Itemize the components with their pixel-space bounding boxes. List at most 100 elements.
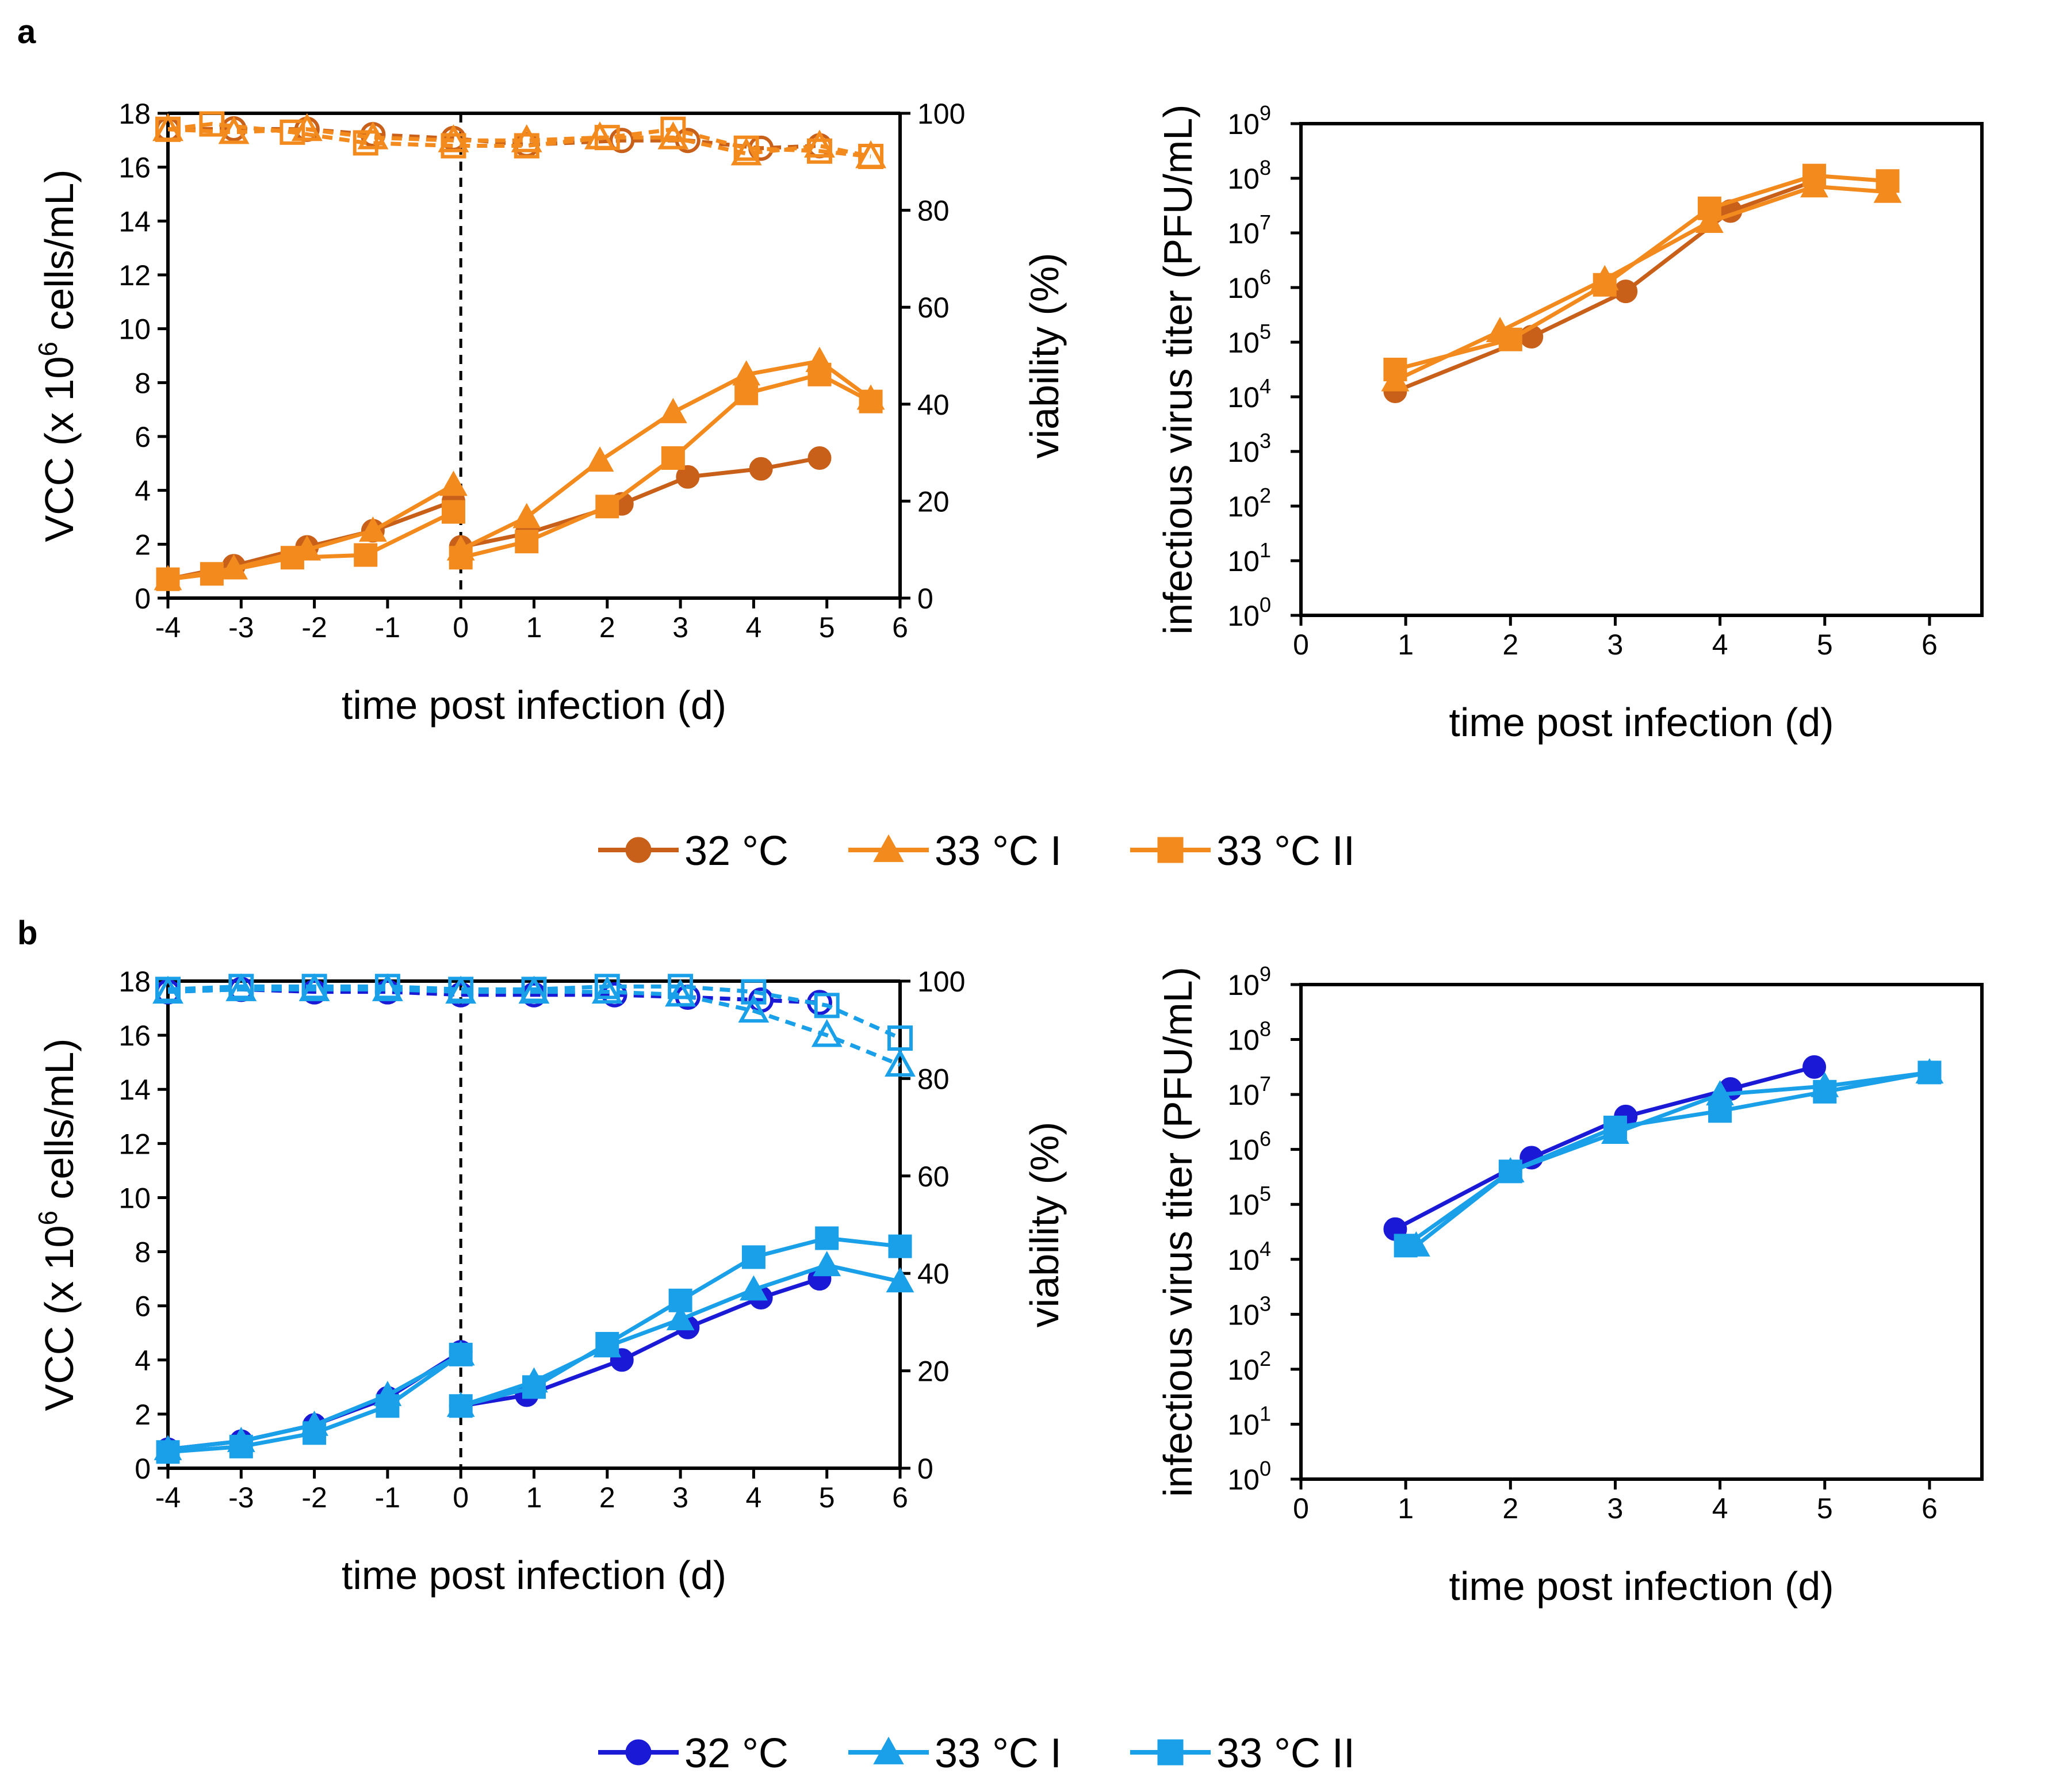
- legend-a: 32 °C 33 °C I 33 °C II: [598, 828, 1355, 874]
- data-point: [888, 1234, 912, 1258]
- x-tick-label: -2: [301, 1481, 327, 1514]
- y2-axis-label: viability (%): [1022, 253, 1067, 459]
- x-tick-label: 2: [599, 1481, 615, 1514]
- data-point: [591, 975, 623, 1004]
- y-tick-label: 104: [1227, 1237, 1271, 1276]
- plot-frame: [1299, 983, 1984, 1481]
- x-tick-label: 1: [1398, 1492, 1414, 1525]
- y2-tick-label: 60: [917, 292, 950, 324]
- x-axis-label: time post infection (d): [1449, 1564, 1834, 1609]
- x-tick-label: -3: [228, 611, 254, 644]
- y-axis-label-part: cells/mL): [37, 170, 82, 342]
- data-point: [1383, 358, 1407, 381]
- y-tick-exponent: 1: [1260, 538, 1271, 562]
- y-tick-label: 6: [135, 1291, 151, 1323]
- data-point: [666, 1305, 695, 1331]
- panel-label-b: b: [17, 914, 37, 952]
- y-axis-label-part: VCC (x 10: [37, 1226, 82, 1411]
- y-tick-base: 10: [1227, 1079, 1260, 1111]
- data-point: [668, 1288, 692, 1312]
- y-tick-label: 12: [118, 1128, 151, 1160]
- y-tick-label: 101: [1227, 538, 1271, 577]
- x-tick-label: 1: [1398, 629, 1414, 661]
- y-tick-exponent: 3: [1260, 1292, 1271, 1315]
- data-point: [228, 974, 254, 1000]
- y-tick-exponent: 2: [1260, 1347, 1271, 1370]
- data-point: [807, 446, 832, 470]
- y-tick-label: 2: [135, 529, 151, 561]
- y-tick-exponent: 5: [1260, 320, 1271, 343]
- data-point: [657, 121, 689, 150]
- legend-marker: [625, 837, 652, 863]
- y2-tick-label: 80: [917, 195, 950, 227]
- x-tick-label: 5: [1817, 629, 1833, 661]
- y-tick-exponent: 7: [1260, 210, 1271, 234]
- data-point: [740, 1275, 768, 1301]
- y-tick-label: 6: [135, 421, 151, 453]
- data-point: [859, 389, 883, 413]
- y-tick-label: 109: [1227, 101, 1271, 140]
- y2-tick-label: 40: [917, 389, 950, 421]
- data-point: [887, 1025, 913, 1051]
- legend-label: 33 °C II: [1216, 828, 1355, 874]
- data-point: [885, 1048, 916, 1077]
- y-tick-label: 108: [1227, 156, 1271, 195]
- data-point: [807, 362, 832, 386]
- x-tick-label: 4: [1712, 629, 1728, 661]
- y-tick-label: 10: [118, 313, 151, 346]
- y-axis-label: VCC (x 106 cells/mL): [33, 1039, 82, 1411]
- y-axis-label: infectious virus titer (PFU/mL): [1155, 967, 1200, 1497]
- y-tick-base: 10: [1227, 491, 1260, 523]
- x-tick-label: 1: [526, 1481, 542, 1514]
- data-point: [813, 1251, 841, 1277]
- y-tick-base: 10: [1227, 108, 1260, 140]
- data-point: [514, 133, 539, 159]
- plot-frame: [1299, 122, 1984, 617]
- y-tick-exponent: 8: [1260, 1017, 1271, 1041]
- y2-axis-label: viability (%): [1022, 1122, 1067, 1328]
- data-point: [738, 994, 770, 1023]
- y-tick-label: 103: [1227, 1292, 1271, 1331]
- y-tick-label: 18: [118, 98, 151, 130]
- data-point: [1614, 279, 1638, 304]
- data-point: [814, 993, 840, 1018]
- data-point: [595, 495, 619, 519]
- y-tick-label: 106: [1227, 1127, 1271, 1166]
- data-point: [659, 397, 687, 423]
- y-tick-label: 16: [118, 1020, 151, 1052]
- x-tick-label: 1: [526, 611, 542, 644]
- y2-tick-label: 100: [917, 98, 965, 130]
- series-line: [167, 127, 820, 151]
- data-point: [511, 124, 542, 152]
- x-tick-label: 0: [453, 1481, 469, 1514]
- y-tick-exponent: 9: [1260, 962, 1271, 986]
- y-tick-label: 18: [118, 966, 151, 998]
- data-point: [661, 446, 685, 470]
- y-tick-base: 10: [1227, 381, 1260, 413]
- data-point: [521, 977, 547, 1002]
- data-point: [660, 116, 686, 142]
- legend-marker: [1157, 837, 1184, 863]
- y2-tick-label: 100: [917, 966, 965, 998]
- data-point: [585, 446, 614, 472]
- data-point: [448, 977, 474, 1002]
- data-point: [668, 974, 694, 1000]
- y-tick-label: 4: [135, 1345, 151, 1377]
- legend-label: 32 °C: [684, 1730, 789, 1776]
- data-point: [749, 457, 773, 481]
- y-tick-base: 10: [1227, 1408, 1260, 1441]
- y-tick-label: 4: [135, 475, 151, 507]
- data-point: [1498, 1159, 1522, 1184]
- y-tick-base: 10: [1227, 969, 1260, 1001]
- y-axis-label-superscript: 6: [33, 342, 63, 357]
- data-point: [303, 1421, 327, 1445]
- data-point: [156, 567, 180, 591]
- data-point: [1593, 273, 1617, 297]
- data-point: [609, 128, 635, 154]
- y-tick-label: 103: [1227, 429, 1271, 468]
- y-tick-base: 10: [1227, 217, 1260, 250]
- legend-marker: [1157, 1739, 1184, 1766]
- data-point: [155, 116, 181, 142]
